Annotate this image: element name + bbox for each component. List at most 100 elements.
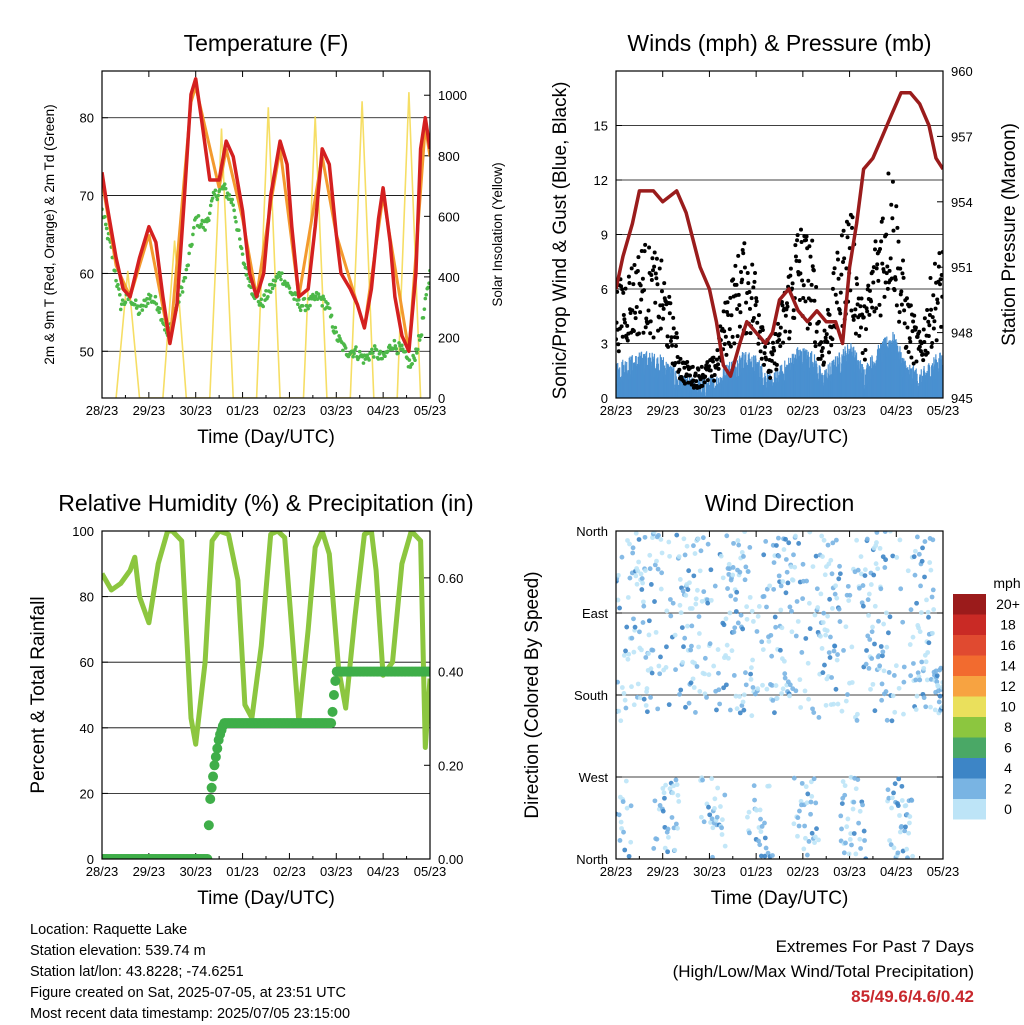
direction-point xyxy=(654,837,659,842)
gust-point xyxy=(785,301,789,305)
direction-point xyxy=(797,809,802,814)
direction-point xyxy=(693,602,698,607)
direction-point xyxy=(871,682,876,687)
gust-point xyxy=(674,344,678,348)
gust-point xyxy=(729,313,733,317)
direction-point xyxy=(732,625,737,630)
dewpoint-point xyxy=(237,228,241,232)
gust-point xyxy=(932,319,936,323)
direction-point xyxy=(691,543,696,548)
gust-point xyxy=(666,334,670,338)
direction-point xyxy=(725,643,730,648)
x-tick-label: 05/23 xyxy=(927,864,960,879)
x-tick-label: 01/23 xyxy=(740,864,773,879)
dewpoint-point xyxy=(296,302,300,306)
gust-point xyxy=(742,241,746,245)
legend-swatch xyxy=(953,799,986,820)
gust-point xyxy=(795,238,799,242)
direction-point xyxy=(846,598,851,603)
direction-point xyxy=(722,793,727,798)
direction-point xyxy=(671,601,676,606)
y2-tick-label: 957 xyxy=(951,129,973,144)
direction-point xyxy=(734,590,739,595)
dewpoint-point xyxy=(314,294,318,298)
direction-point xyxy=(922,695,927,700)
dewpoint-point xyxy=(262,293,266,297)
direction-point xyxy=(911,661,916,666)
direction-point xyxy=(776,554,781,559)
direction-point xyxy=(906,568,911,573)
gust-point xyxy=(824,336,828,340)
gust-point xyxy=(736,334,740,338)
gust-point xyxy=(810,283,814,287)
gust-point xyxy=(798,298,802,302)
direction-point xyxy=(636,682,641,687)
direction-point xyxy=(846,584,851,589)
direction-point xyxy=(761,552,766,557)
gust-point xyxy=(731,277,735,281)
direction-point xyxy=(677,692,682,697)
direction-point xyxy=(858,809,863,814)
direction-point xyxy=(855,777,860,782)
direction-point xyxy=(844,824,849,829)
direction-point xyxy=(910,854,915,859)
gust-point xyxy=(709,369,713,373)
dewpoint-point xyxy=(301,304,305,308)
x-tick-label: 03/23 xyxy=(320,403,353,418)
direction-point xyxy=(743,670,748,675)
gust-point xyxy=(869,299,873,303)
gust-point xyxy=(648,331,652,335)
direction-point xyxy=(783,676,788,681)
dewpoint-point xyxy=(134,298,138,302)
x-axis-label: Time (Day/UTC) xyxy=(711,888,849,909)
x-axis-label: Time (Day/UTC) xyxy=(197,888,335,909)
gust-point xyxy=(884,233,888,237)
gust-point xyxy=(724,353,728,357)
dewpoint-point xyxy=(330,314,334,318)
gust-point xyxy=(772,349,776,353)
direction-point xyxy=(867,666,872,671)
gust-point xyxy=(927,334,931,338)
direction-point xyxy=(922,575,927,580)
gust-point xyxy=(717,367,721,371)
gust-point xyxy=(847,222,851,226)
direction-point xyxy=(670,791,675,796)
direction-point xyxy=(737,694,742,699)
direction-point xyxy=(680,660,685,665)
y-tick-label: 80 xyxy=(80,111,94,126)
gust-point xyxy=(622,317,626,321)
direction-point xyxy=(926,615,931,620)
direction-point xyxy=(678,603,683,608)
direction-point xyxy=(691,573,696,578)
precip-point xyxy=(328,707,338,717)
direction-point xyxy=(788,605,793,610)
gust-point xyxy=(822,360,826,364)
y2-tick-label: 600 xyxy=(438,209,460,224)
dewpoint-point xyxy=(328,306,332,310)
direction-point xyxy=(800,781,805,786)
direction-point xyxy=(826,543,831,548)
direction-point xyxy=(703,656,708,661)
direction-point xyxy=(676,793,681,798)
direction-point xyxy=(767,784,772,789)
direction-point xyxy=(869,582,874,587)
x-tick-label: 02/23 xyxy=(787,403,820,418)
dewpoint-point xyxy=(230,198,234,202)
gust-point xyxy=(650,278,654,282)
dewpoint-point xyxy=(118,293,122,297)
direction-point xyxy=(713,584,718,589)
dewpoint-point xyxy=(358,350,362,354)
gust-point xyxy=(927,323,931,327)
gust-point xyxy=(922,327,926,331)
gust-point xyxy=(857,334,861,338)
figure-created: Figure created on Sat, 2025-07-05, at 23… xyxy=(30,983,350,1004)
gust-point xyxy=(908,336,912,340)
gust-point xyxy=(626,338,630,342)
y-tick-label: South xyxy=(574,688,608,703)
direction-point xyxy=(756,614,761,619)
direction-point xyxy=(883,557,888,562)
direction-point xyxy=(879,644,884,649)
direction-point xyxy=(702,819,707,824)
direction-point xyxy=(664,665,669,670)
